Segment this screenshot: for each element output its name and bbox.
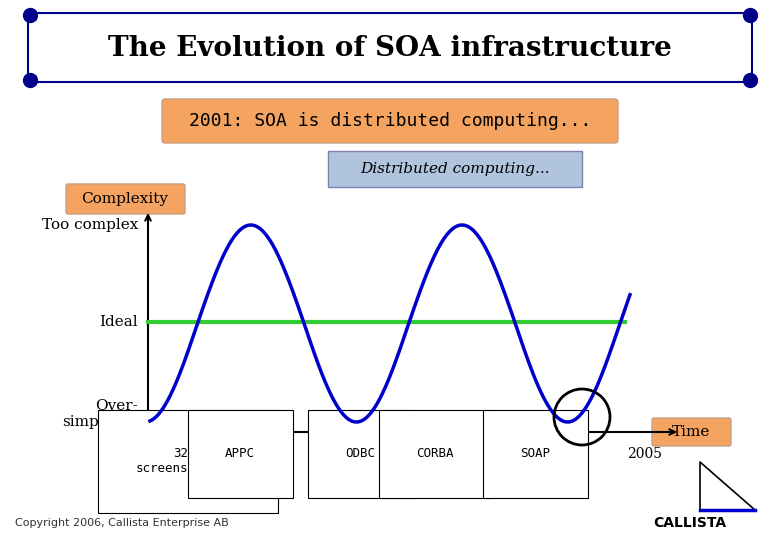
Text: Copyright 2006, Callista Enterprise AB: Copyright 2006, Callista Enterprise AB <box>15 518 229 528</box>
Text: 2005: 2005 <box>627 447 662 461</box>
FancyBboxPatch shape <box>328 151 582 187</box>
Polygon shape <box>700 462 755 510</box>
Text: 2001: SOA is distributed computing...: 2001: SOA is distributed computing... <box>189 112 591 130</box>
Text: 3270
screenscraping: 3270 screenscraping <box>136 447 240 475</box>
Text: The Evolution of SOA infrastructure: The Evolution of SOA infrastructure <box>108 35 672 62</box>
Text: CORBA: CORBA <box>417 447 454 460</box>
Text: SOAP: SOAP <box>520 447 550 460</box>
Text: Complexity: Complexity <box>81 192 168 206</box>
Text: Ideal: Ideal <box>99 315 138 329</box>
FancyBboxPatch shape <box>66 184 185 214</box>
Text: Distributed computing...: Distributed computing... <box>360 162 550 176</box>
Text: Too complex: Too complex <box>41 218 138 232</box>
Text: Over-
simplified: Over- simplified <box>62 399 138 429</box>
Text: Time: Time <box>672 425 710 439</box>
Text: APPC: APPC <box>225 447 255 460</box>
Text: CALLISTA: CALLISTA <box>654 516 726 530</box>
FancyBboxPatch shape <box>28 13 752 82</box>
FancyBboxPatch shape <box>652 418 731 446</box>
FancyBboxPatch shape <box>162 99 618 143</box>
Text: ODBC: ODBC <box>345 447 375 460</box>
